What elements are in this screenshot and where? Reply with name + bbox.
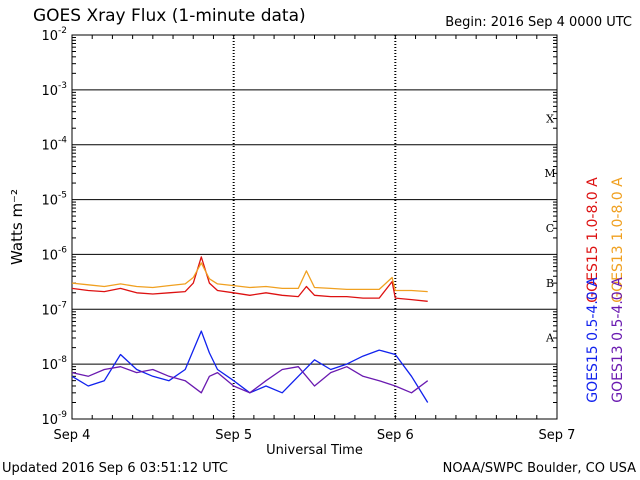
y-tick-label: 10-5 [41,191,67,209]
updated-timestamp: Updated 2016 Sep 6 03:51:12 UTC [2,461,229,476]
x-axis-label: Universal Time [266,443,363,458]
y-tick-label: 10-2 [41,26,67,44]
flare-class-label: X [546,112,554,125]
y-tick-label: 10-3 [41,81,67,99]
y-tick-label: 10-8 [41,355,67,373]
flare-class-label: B [546,277,554,290]
legend-entry-1: GOES13 1.0-8.0 A [610,177,626,303]
y-axis-label: Watts m⁻² [8,189,26,265]
x-tick-label: Sep 4 [54,428,91,443]
flare-class-label: M [544,167,555,180]
legend-entry-3: GOES13 0.5-4.0 A [610,277,626,403]
y-tick-label: 10-4 [41,136,67,154]
x-tick-label: Sep 7 [539,428,576,443]
chart-title: GOES Xray Flux (1-minute data) [33,6,306,26]
flare-class-label: C [546,222,554,235]
series-line-0 [71,256,428,302]
credit-text: NOAA/SWPC Boulder, CO USA [442,461,636,476]
plot-frame [71,34,558,420]
begin-time: Begin: 2016 Sep 4 0000 UTC [445,15,632,30]
series-line-3 [71,366,429,394]
y-tick-label: 10-9 [41,410,67,428]
legend-entry-2: GOES15 0.5-4.0 A [585,277,601,403]
y-tick-label: 10-7 [41,300,67,318]
legend-entry-0: GOES15 1.0-8.0 A [585,177,601,303]
series-line-2 [71,330,429,403]
y-tick-label: 10-6 [41,245,67,263]
x-tick-label: Sep 6 [377,428,414,443]
series-line-1 [71,262,428,293]
flare-class-label: A [545,332,555,345]
x-tick-label: Sep 5 [215,428,252,443]
